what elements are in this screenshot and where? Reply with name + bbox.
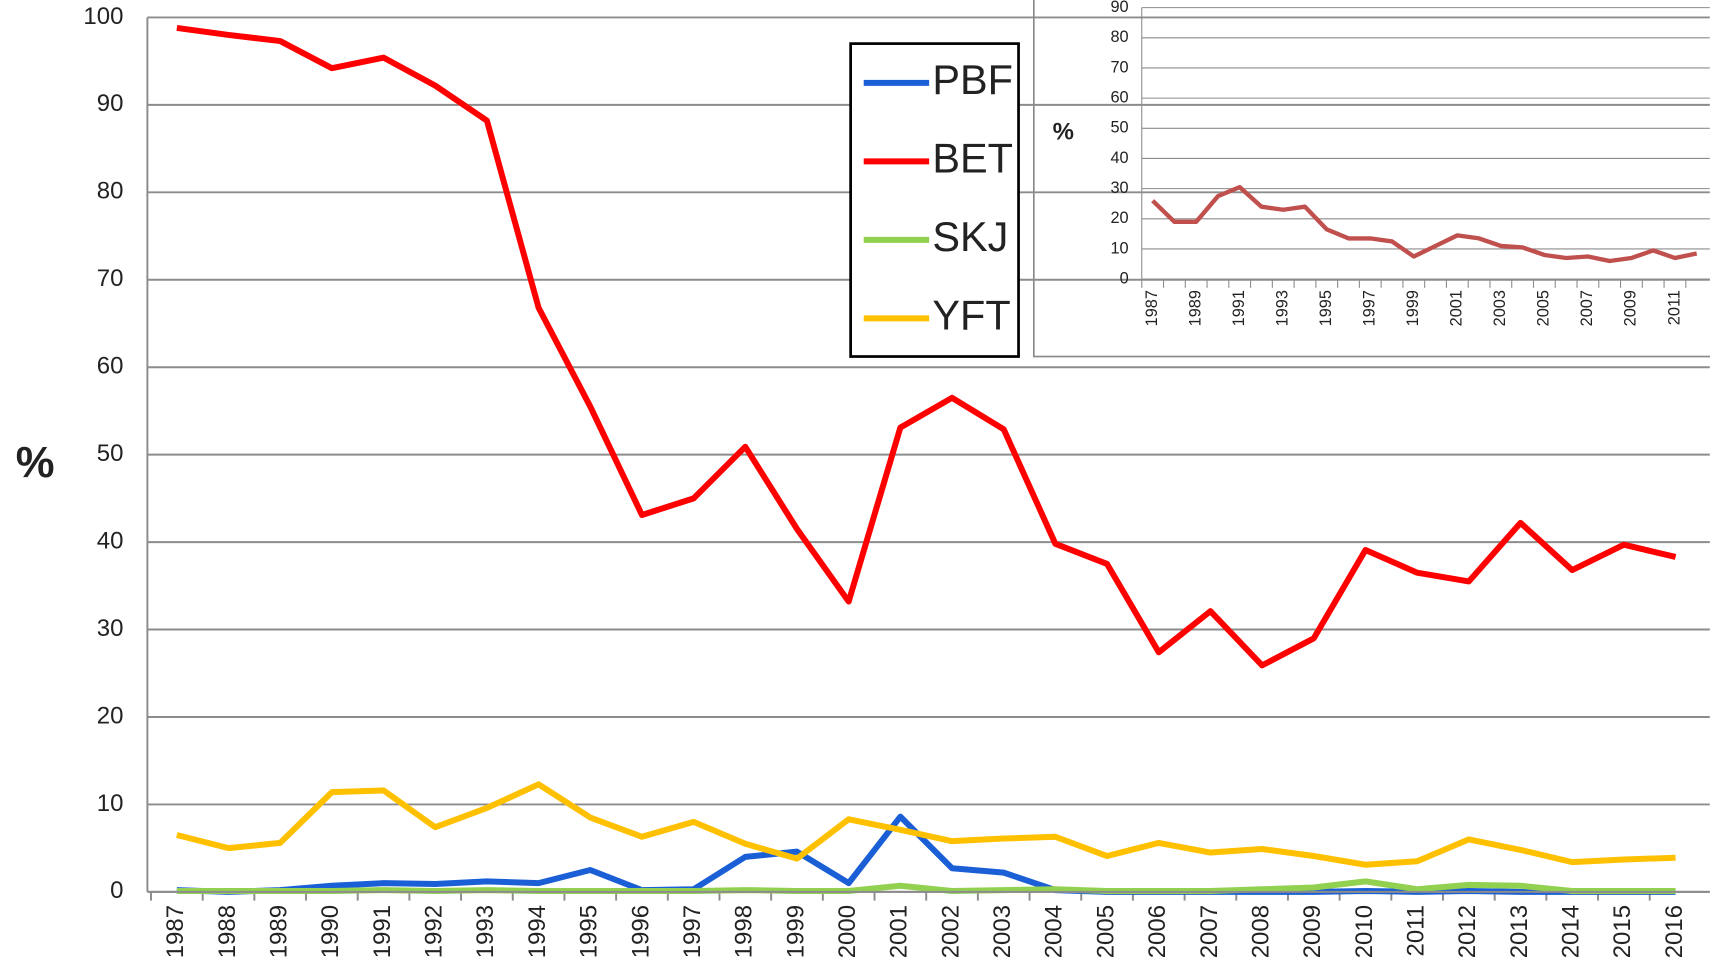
x-tick-label: 1989	[266, 905, 293, 958]
y-tick-label: 0	[110, 877, 123, 904]
y-tick-label: 50	[1110, 119, 1128, 137]
x-tick-label: 2003	[1491, 290, 1509, 326]
x-tick-label: 2000	[834, 905, 861, 958]
x-tick-label: 2001	[1448, 290, 1466, 326]
x-tick-label: 2015	[1609, 905, 1636, 958]
x-tick-label: 2014	[1558, 905, 1585, 958]
inset-y-axis-label: %	[1053, 118, 1074, 145]
y-tick-label: 80	[97, 178, 124, 205]
x-tick-label: 2012	[1454, 905, 1481, 958]
y-tick-label: 20	[97, 702, 124, 729]
y-tick-label: 20	[1110, 209, 1128, 227]
y-tick-label: 40	[97, 527, 124, 554]
x-tick-label: 1989	[1186, 290, 1204, 326]
x-tick-label: 1995	[1317, 290, 1335, 326]
series-line	[176, 813, 1676, 895]
y-axis-label: %	[16, 439, 55, 487]
y-tick-label: 70	[1110, 58, 1128, 76]
x-tick-label: 2006	[1144, 905, 1171, 958]
x-tick-label: 2005	[1092, 905, 1119, 958]
x-tick-label: 1998	[731, 905, 758, 958]
legend-label: SKJ	[932, 213, 1008, 260]
x-tick-label: 2003	[989, 905, 1016, 958]
series-line	[1151, 184, 1698, 264]
y-tick-label: 90	[97, 90, 124, 117]
x-tick-label: 1999	[782, 905, 809, 958]
x-tick-label: 1993	[472, 905, 499, 958]
legend-label: BET	[932, 134, 1013, 181]
y-tick-label: 50	[97, 440, 124, 467]
x-tick-label: 2007	[1196, 905, 1223, 958]
y-tick-label: 100	[83, 3, 123, 30]
series-line	[176, 24, 1677, 669]
x-tick-label: 2009	[1622, 290, 1640, 326]
x-tick-label: 1990	[317, 905, 344, 958]
x-tick-label: 2009	[1299, 905, 1326, 958]
y-tick-label: 30	[1110, 179, 1128, 197]
x-tick-label: 2011	[1665, 290, 1683, 325]
legend-label: YFT	[932, 291, 1010, 338]
y-tick-label: 70	[97, 265, 124, 292]
legend-box	[849, 42, 1020, 358]
x-tick-label: 2001	[886, 905, 913, 958]
legend-label: PBF	[932, 56, 1013, 103]
y-tick-label: 60	[97, 353, 124, 380]
y-tick-label: 10	[97, 790, 124, 817]
y-tick-label: 40	[1110, 149, 1128, 167]
x-tick-label: 2016	[1661, 905, 1688, 958]
y-tick-label: 0	[1120, 269, 1129, 287]
series-line	[176, 781, 1676, 868]
x-tick-label: 1997	[1361, 290, 1379, 326]
x-tick-label: 2002	[937, 905, 964, 958]
x-tick-label: 2007	[1578, 290, 1596, 326]
x-tick-label: 1997	[679, 905, 706, 958]
x-tick-label: 1996	[627, 905, 654, 958]
series-line	[176, 878, 1676, 894]
y-tick-label: 10	[1110, 239, 1128, 257]
x-tick-label: 1993	[1274, 290, 1292, 326]
x-tick-label: 1994	[524, 905, 551, 958]
y-tick-label: 80	[1110, 28, 1128, 46]
x-tick-label: 1992	[421, 905, 448, 958]
x-tick-label: 1991	[1230, 290, 1248, 326]
x-tick-label: 2004	[1041, 905, 1068, 958]
x-tick-label: 1988	[214, 905, 241, 958]
x-tick-label: 2008	[1247, 905, 1274, 958]
y-tick-label: 90	[1110, 0, 1128, 16]
x-tick-label: 1987	[162, 905, 189, 958]
x-tick-label: 1987	[1143, 290, 1161, 326]
x-tick-label: 1991	[369, 905, 396, 958]
x-tick-label: 1995	[576, 905, 603, 958]
x-tick-label: 2005	[1535, 290, 1553, 326]
x-tick-label: 2013	[1506, 905, 1533, 958]
y-tick-label: 60	[1110, 88, 1128, 106]
y-tick-label: 30	[97, 615, 124, 642]
x-tick-label: 2010	[1351, 905, 1378, 958]
x-tick-label: 1999	[1404, 290, 1422, 326]
x-tick-label: 2011	[1402, 905, 1429, 957]
inset-panel	[1032, 0, 1710, 358]
